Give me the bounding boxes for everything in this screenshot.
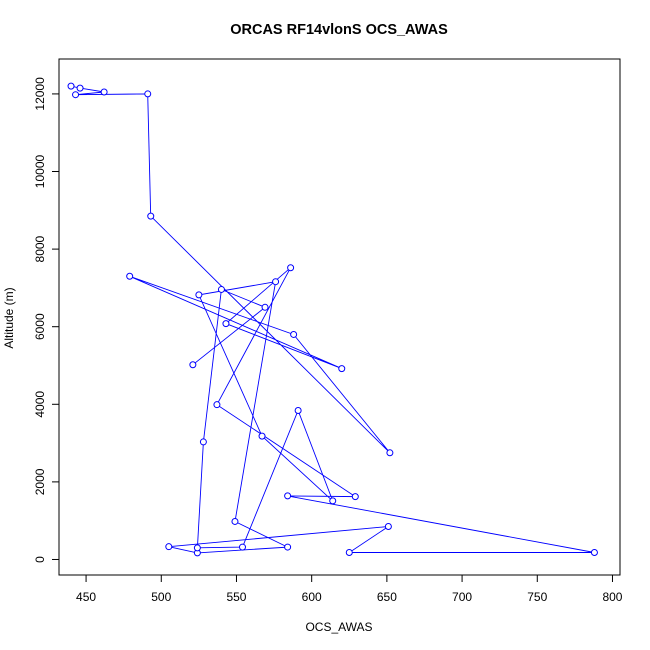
data-point (193, 544, 201, 552)
data-point (284, 543, 292, 551)
y-tick-label: 10000 (33, 155, 47, 189)
y-tick-label: 12000 (33, 77, 47, 111)
series-layer (67, 82, 598, 557)
x-tick-label: 800 (602, 590, 622, 604)
data-point (195, 291, 203, 299)
data-point (345, 548, 353, 556)
x-tick-label: 650 (377, 590, 397, 604)
data-point (165, 543, 173, 551)
x-tick-label: 450 (76, 590, 96, 604)
x-axis: 450 500 550 600 650 700 750 800 (76, 574, 623, 604)
data-point (147, 212, 155, 220)
data-point (72, 91, 80, 99)
data-point (199, 438, 207, 446)
data-point (290, 330, 298, 338)
data-point (294, 407, 302, 415)
data-point (258, 432, 266, 440)
data-point (76, 84, 84, 92)
data-point (384, 523, 392, 531)
x-tick-label: 550 (226, 590, 246, 604)
data-point (338, 365, 346, 373)
data-point (590, 548, 598, 556)
y-tick-label: 6000 (33, 313, 47, 340)
y-tick-label: 8000 (33, 235, 47, 262)
data-point (238, 543, 246, 551)
data-point (222, 320, 230, 328)
x-tick-label: 750 (527, 590, 547, 604)
y-tick-label: 0 (33, 556, 47, 563)
data-point (272, 278, 280, 286)
data-point (217, 285, 225, 293)
data-point (287, 264, 295, 272)
data-point (351, 493, 359, 501)
y-tick-label: 2000 (33, 468, 47, 495)
data-point (189, 361, 197, 369)
data-point (231, 517, 239, 525)
x-tick-label: 600 (302, 590, 322, 604)
data-point (67, 82, 75, 90)
x-axis-label: OCS_AWAS (305, 620, 372, 634)
y-axis-label: Altitude (m) (2, 287, 16, 348)
data-point (213, 401, 221, 409)
data-point (284, 492, 292, 500)
data-point (100, 88, 108, 96)
data-point (126, 272, 134, 280)
data-point (144, 90, 152, 98)
data-point (261, 303, 269, 311)
y-axis: 0 2000 4000 6000 8000 10000 12000 (33, 77, 60, 563)
y-tick-label: 4000 (33, 391, 47, 418)
data-point (386, 449, 394, 457)
x-tick-label: 500 (151, 590, 171, 604)
data-point (329, 497, 337, 505)
chart-title: ORCAS RF14vlonS OCS_AWAS (230, 22, 448, 38)
x-tick-label: 700 (452, 590, 472, 604)
